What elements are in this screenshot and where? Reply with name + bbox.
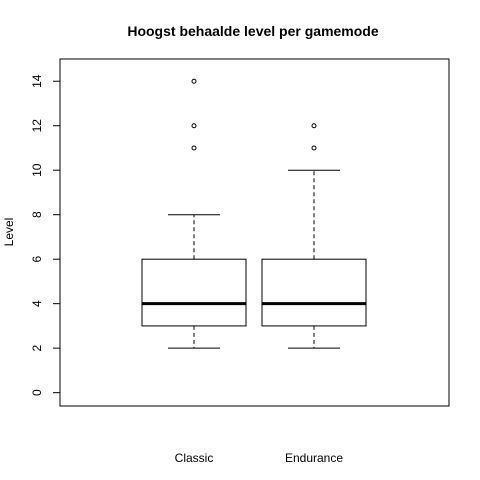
- y-tick-label: 12: [30, 119, 44, 133]
- iqr-box: [261, 258, 367, 327]
- box-classic: [141, 78, 247, 349]
- box-endurance: [261, 123, 367, 349]
- outlier-point: [311, 123, 317, 129]
- y-tick-label: 2: [30, 345, 44, 352]
- x-tick-label: Classic: [175, 451, 214, 465]
- y-tick-label: 4: [30, 300, 44, 307]
- y-tick-label: 0: [30, 389, 44, 396]
- plot-frame: [59, 58, 450, 407]
- y-axis: 0 2 4 6 8 10 12 14: [30, 74, 61, 396]
- y-tick-label: 14: [30, 74, 44, 88]
- iqr-box: [141, 258, 247, 327]
- y-tick-label: 8: [30, 211, 44, 218]
- y-tick-label: 10: [30, 163, 44, 177]
- outlier-point: [311, 145, 317, 151]
- y-tick-label: 6: [30, 256, 44, 263]
- outlier-point: [191, 78, 197, 84]
- chart-title: Hoogst behaalde level per gamemode: [127, 23, 379, 39]
- x-axis-labels: Classic Endurance: [175, 451, 344, 465]
- outlier-point: [191, 145, 197, 151]
- outlier-point: [191, 123, 197, 129]
- boxes: [141, 78, 367, 349]
- y-axis-label: Level: [2, 218, 16, 247]
- x-tick-label: Endurance: [285, 451, 343, 465]
